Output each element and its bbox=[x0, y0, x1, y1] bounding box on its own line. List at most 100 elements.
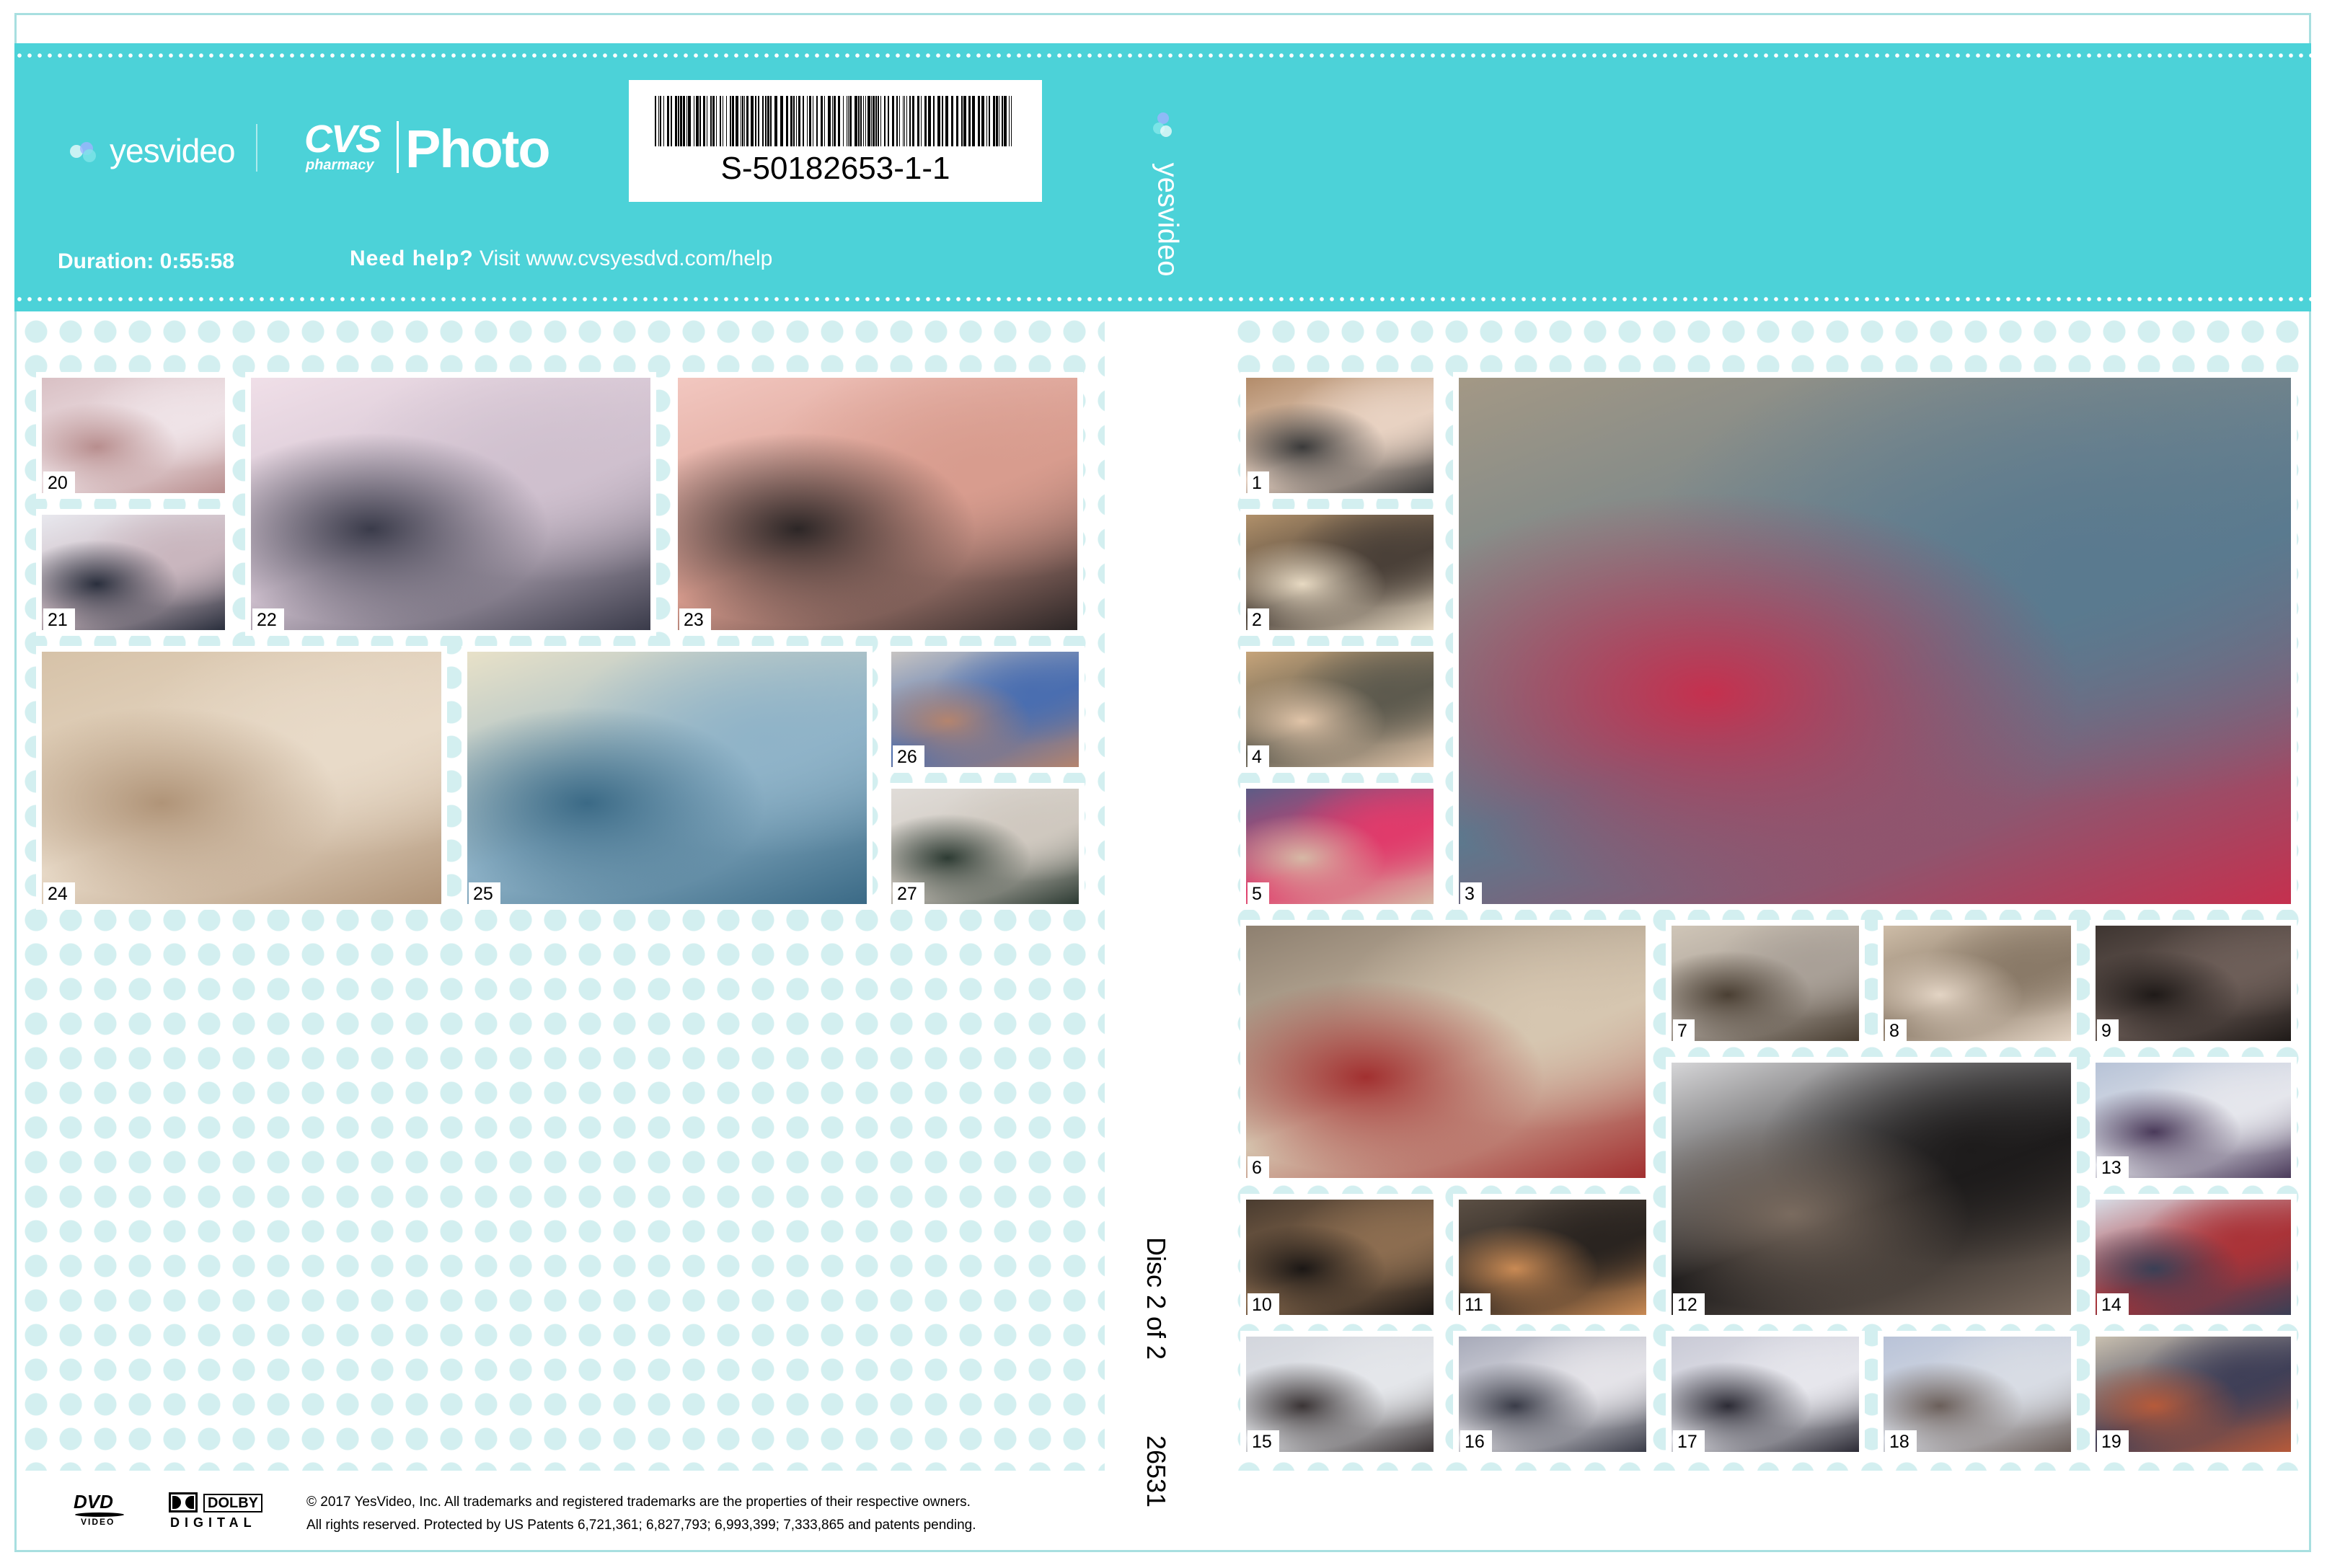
barcode-bar bbox=[873, 96, 875, 146]
cvs-divider bbox=[397, 121, 399, 173]
front-thumbnail-6[interactable]: 6 bbox=[1240, 920, 1651, 1184]
barcode-bar bbox=[774, 96, 777, 146]
barcode-bar bbox=[884, 96, 886, 146]
barcode-bar bbox=[871, 96, 872, 146]
back-thumbnail-22[interactable]: 22 bbox=[245, 372, 656, 636]
yesvideo-logo-icon bbox=[70, 142, 96, 162]
front-thumbnail-17[interactable]: 17 bbox=[1666, 1331, 1865, 1458]
barcode-bar bbox=[660, 96, 661, 146]
front-thumbnail-15[interactable]: 15 bbox=[1240, 1331, 1439, 1458]
barcode-bar bbox=[732, 96, 734, 146]
back-thumbnail-25[interactable]: 25 bbox=[462, 646, 873, 910]
front-thumbnail-8[interactable]: 8 bbox=[1878, 920, 2077, 1047]
barcode-bar bbox=[809, 96, 811, 146]
scene-number: 22 bbox=[252, 608, 284, 630]
barcode-bar bbox=[961, 96, 963, 146]
front-thumbnail-19[interactable]: 19 bbox=[2090, 1331, 2297, 1458]
front-thumbnail-7[interactable]: 7 bbox=[1666, 920, 1865, 1047]
barcode-bar bbox=[786, 96, 788, 146]
barcode-bar bbox=[945, 96, 948, 146]
barcode-bar bbox=[951, 96, 953, 146]
barcode-bar bbox=[1011, 96, 1012, 146]
front-thumbnail-18[interactable]: 18 bbox=[1878, 1331, 2077, 1458]
front-thumbnail-1[interactable]: 1 bbox=[1240, 372, 1439, 499]
barcode-bar bbox=[688, 96, 691, 146]
front-thumbnail-13[interactable]: 13 bbox=[2090, 1057, 2297, 1184]
front-thumbnail-5[interactable]: 5 bbox=[1240, 783, 1439, 910]
barcode-bar bbox=[875, 96, 877, 146]
barcode-bar bbox=[686, 96, 687, 146]
help-bold: Need help? bbox=[350, 247, 474, 270]
barcode-bar bbox=[848, 96, 849, 146]
front-thumbnail-12[interactable]: 12 bbox=[1666, 1057, 2077, 1321]
cover-border bbox=[14, 13, 2311, 1552]
front-thumbnail-4[interactable]: 4 bbox=[1240, 646, 1439, 773]
scene-number: 8 bbox=[1885, 1019, 1907, 1041]
barcode-bar bbox=[680, 96, 682, 146]
scene-image bbox=[1884, 926, 2071, 1041]
barcode-bar bbox=[963, 96, 966, 146]
dvd-logo-text: DVD bbox=[74, 1491, 113, 1512]
barcode-bar bbox=[978, 96, 980, 146]
barcode-bar bbox=[1009, 96, 1010, 146]
barcode-bar bbox=[712, 96, 715, 146]
barcode-bar bbox=[807, 96, 808, 146]
barcode-bar bbox=[744, 96, 745, 146]
front-thumbnail-11[interactable]: 11 bbox=[1453, 1194, 1652, 1321]
dvd-logo-sub: VIDEO bbox=[81, 1517, 115, 1527]
back-thumbnail-23[interactable]: 23 bbox=[672, 372, 1083, 636]
barcode-bar bbox=[865, 96, 866, 146]
back-thumbnail-27[interactable]: 27 bbox=[886, 783, 1085, 910]
barcode-bar bbox=[989, 96, 990, 146]
back-thumbnail-21[interactable]: 21 bbox=[36, 509, 231, 636]
barcode-label: S-50182653-1-1 bbox=[629, 80, 1042, 202]
help-text: Need help? Visit www.cvsyesdvd.com/help bbox=[350, 247, 772, 271]
front-thumbnail-3[interactable]: 3 bbox=[1453, 372, 2297, 910]
barcode-bar bbox=[796, 96, 797, 146]
front-thumbnail-2[interactable]: 2 bbox=[1240, 509, 1439, 636]
barcode-bar bbox=[765, 96, 767, 146]
scene-number: 9 bbox=[2097, 1019, 2119, 1041]
scene-image bbox=[678, 378, 1077, 630]
scene-number: 19 bbox=[2097, 1430, 2129, 1452]
barcode-bar bbox=[906, 96, 907, 146]
barcode-bar bbox=[860, 96, 862, 146]
barcode-bar bbox=[858, 96, 860, 146]
barcode-bar bbox=[816, 96, 818, 146]
cvs-pharmacy-label: pharmacy bbox=[306, 157, 374, 173]
barcode-bar bbox=[824, 96, 825, 146]
barcode-bar bbox=[720, 96, 721, 146]
barcode-bar bbox=[667, 96, 669, 146]
barcode-bar bbox=[798, 96, 800, 146]
back-thumbnail-20[interactable]: 20 bbox=[36, 372, 231, 499]
barcode-bar bbox=[828, 96, 831, 146]
scene-image bbox=[1246, 378, 1434, 493]
barcode-bar bbox=[986, 96, 987, 146]
barcode-bar bbox=[730, 96, 731, 146]
front-thumbnail-16[interactable]: 16 bbox=[1453, 1331, 1652, 1458]
barcode-bars bbox=[655, 96, 1012, 146]
barcode-bar bbox=[863, 96, 864, 146]
barcode-bar bbox=[968, 96, 971, 146]
dvd-video-logo: DVD VIDEO bbox=[71, 1491, 136, 1527]
copyright-text: © 2017 YesVideo, Inc. All trademarks and… bbox=[306, 1491, 976, 1537]
barcode-bar bbox=[904, 96, 905, 146]
barcode-bar bbox=[855, 96, 857, 146]
dolby-digital-logo: DOLBY DIGITAL bbox=[166, 1491, 274, 1530]
scene-number: 11 bbox=[1460, 1293, 1491, 1315]
scene-number: 10 bbox=[1248, 1293, 1279, 1315]
back-thumbnail-24[interactable]: 24 bbox=[36, 646, 447, 910]
scene-number: 17 bbox=[1673, 1430, 1705, 1452]
scene-number: 24 bbox=[43, 882, 75, 904]
barcode-bar bbox=[972, 96, 975, 146]
scene-image bbox=[467, 652, 867, 904]
barcode-bar bbox=[909, 96, 911, 146]
copyright-line-1: © 2017 YesVideo, Inc. All trademarks and… bbox=[306, 1494, 971, 1510]
front-thumbnail-10[interactable]: 10 bbox=[1240, 1194, 1439, 1321]
barcode-bar bbox=[821, 96, 823, 146]
cvs-wordmark: CVS bbox=[304, 118, 381, 161]
front-thumbnail-14[interactable]: 14 bbox=[2090, 1194, 2297, 1321]
back-thumbnail-26[interactable]: 26 bbox=[886, 646, 1085, 773]
yesvideo-wordmark: yesvideo bbox=[110, 132, 236, 169]
front-thumbnail-9[interactable]: 9 bbox=[2090, 920, 2297, 1047]
